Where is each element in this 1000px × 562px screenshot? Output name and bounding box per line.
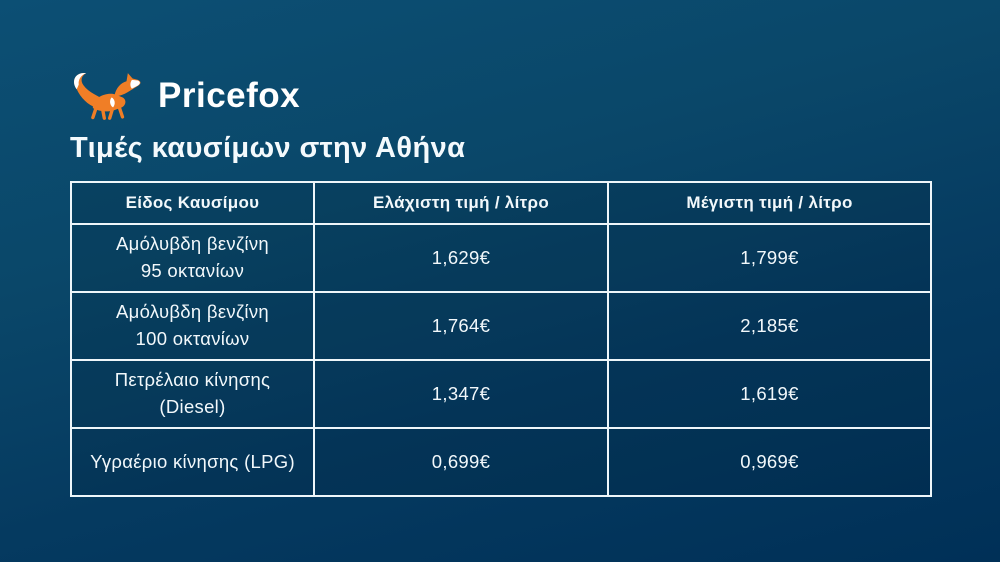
fuel-type-cell: Αμόλυβδη βενζίνη 95 οκτανίων xyxy=(70,223,315,293)
page-title: Τιμές καυσίμων στην Αθήνα xyxy=(70,132,466,164)
fuel-name-line2: 95 οκτανίων xyxy=(140,260,245,281)
min-price-cell: 0,699€ xyxy=(313,427,609,497)
max-price-cell: 2,185€ xyxy=(607,291,932,361)
fuel-type-cell: Πετρέλαιο κίνησης (Diesel) xyxy=(70,359,315,429)
header-min-price: Ελάχιστη τιμή / λίτρο xyxy=(313,181,609,225)
fuel-name-line1: Πετρέλαιο κίνησης xyxy=(114,369,271,391)
fuel-name-line1: Αμόλυβδη βενζίνη xyxy=(116,301,269,323)
brand-wordmark: Pricefox xyxy=(158,76,301,115)
header-max-price: Μέγιστη τιμή / λίτρο xyxy=(607,181,932,225)
table-header-row: Είδος Καυσίμου Ελάχιστη τιμή / λίτρο Μέγ… xyxy=(70,181,932,225)
min-price-cell: 1,764€ xyxy=(313,291,609,361)
fuel-type-cell: Υγραέριο κίνησης (LPG) xyxy=(70,427,315,497)
table-row: Αμόλυβδη βενζίνη 95 οκτανίων 1,629€ 1,79… xyxy=(70,223,932,293)
fuel-type-cell: Αμόλυβδη βενζίνη 100 οκτανίων xyxy=(70,291,315,361)
max-price-cell: 1,619€ xyxy=(607,359,932,429)
table-row: Υγραέριο κίνησης (LPG) 0,699€ 0,969€ xyxy=(70,427,932,497)
max-price-cell: 0,969€ xyxy=(607,427,932,497)
brand-logo: Pricefox xyxy=(70,70,930,122)
min-price-cell: 1,629€ xyxy=(313,223,609,293)
table-row: Πετρέλαιο κίνησης (Diesel) 1,347€ 1,619€ xyxy=(70,359,932,429)
fuel-name-line1: Αμόλυβδη βενζίνη xyxy=(116,233,269,255)
fuel-name-line2: (Diesel) xyxy=(159,396,226,417)
fuel-price-table: Είδος Καυσίμου Ελάχιστη τιμή / λίτρο Μέγ… xyxy=(70,181,932,497)
min-price-cell: 1,347€ xyxy=(313,359,609,429)
header-fuel-type: Είδος Καυσίμου xyxy=(70,181,315,225)
fuel-name-line1: Υγραέριο κίνησης (LPG) xyxy=(90,450,295,472)
table-row: Αμόλυβδη βενζίνη 100 οκτανίων 1,764€ 2,1… xyxy=(70,291,932,361)
fuel-name-line2: 100 οκτανίων xyxy=(135,328,250,349)
max-price-cell: 1,799€ xyxy=(607,223,932,293)
fox-icon xyxy=(74,72,141,120)
